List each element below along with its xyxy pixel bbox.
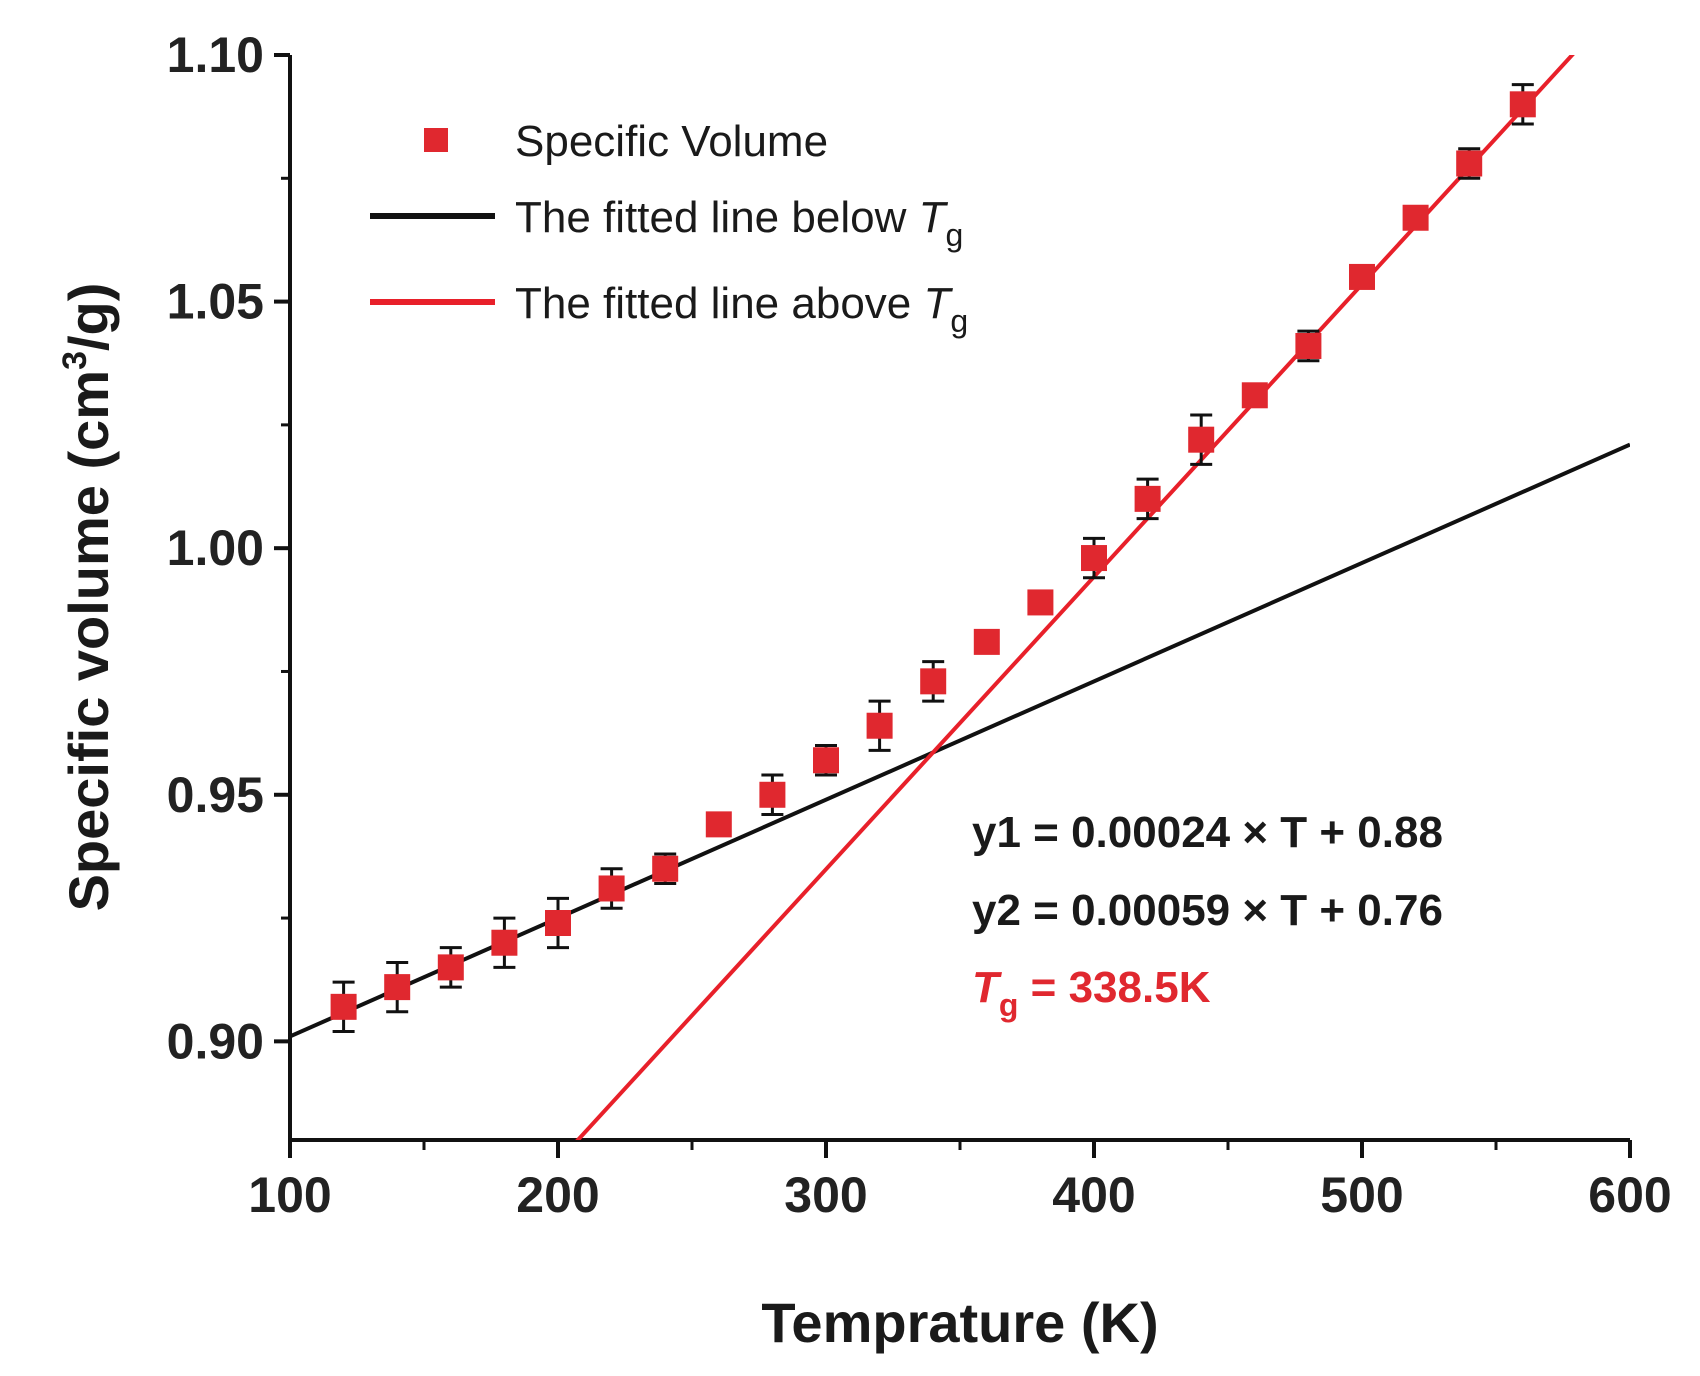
legend-below-sub: g xyxy=(945,217,963,253)
legend-above-italic: T xyxy=(923,279,953,328)
y-axis-title: Specific volume (cm3/g) xyxy=(56,283,120,912)
data-marker xyxy=(1295,332,1322,359)
data-point xyxy=(759,773,786,816)
x-tick-label: 400 xyxy=(1052,1167,1135,1223)
legend-marker-specific-volume xyxy=(424,128,448,152)
y-tick-label: 1.05 xyxy=(167,274,264,330)
data-point xyxy=(1349,263,1375,290)
data-point xyxy=(1134,477,1161,521)
data-marker xyxy=(652,855,679,882)
legend-label-above-tg: The fitted line above Tg xyxy=(515,279,968,339)
legend-below-text: The fitted line below xyxy=(515,193,919,242)
tg-value-annotation: Tg = 338.5K xyxy=(972,963,1211,1023)
data-point xyxy=(384,960,411,1014)
fit-lines xyxy=(290,55,1630,1140)
data-point xyxy=(437,946,464,989)
equation-y2: y2 = 0.00059 × T + 0.76 xyxy=(972,886,1443,935)
legend-label-specific-volume: Specific Volume xyxy=(515,117,828,166)
data-point xyxy=(866,699,893,752)
y-tick-label: 1.10 xyxy=(167,27,264,83)
equation-y1: y1 = 0.00024 × T + 0.88 xyxy=(972,808,1443,857)
fit-equations: y1 = 0.00024 × T + 0.88 y2 = 0.00059 × T… xyxy=(972,808,1443,1023)
data-points xyxy=(330,83,1536,1033)
data-marker xyxy=(866,712,893,739)
y-axis-ticks: 0.90 0.95 1.00 1.05 1.10 xyxy=(167,27,290,1069)
y-tick-label: 0.95 xyxy=(167,767,264,823)
data-point xyxy=(1509,83,1536,126)
data-marker xyxy=(1456,150,1483,177)
data-marker xyxy=(1188,426,1215,453)
x-axis-ticks: 100 200 300 400 500 600 xyxy=(248,1140,1672,1223)
x-tick-label: 300 xyxy=(784,1167,867,1223)
y-tick-label: 1.00 xyxy=(167,520,264,576)
data-point xyxy=(652,852,679,886)
y-axis-title-main: Specific volume (cm xyxy=(57,370,120,912)
data-marker xyxy=(384,974,411,1001)
data-marker xyxy=(920,668,947,695)
data-point xyxy=(813,743,839,777)
tg-annot-sub: g xyxy=(999,987,1019,1023)
data-point xyxy=(598,867,625,910)
tg-annot-value: = 338.5K xyxy=(1018,963,1210,1012)
data-point xyxy=(973,628,1000,655)
x-tick-label: 600 xyxy=(1588,1167,1671,1223)
data-point xyxy=(1081,536,1107,580)
legend: Specific Volume The fitted line below Tg… xyxy=(370,117,968,339)
data-point xyxy=(491,916,518,969)
legend-below-italic: T xyxy=(919,193,949,242)
legend-above-text: The fitted line above xyxy=(515,279,923,328)
data-point xyxy=(920,660,947,703)
plot-area xyxy=(290,55,1630,1140)
legend-label-below-tg: The fitted line below Tg xyxy=(515,193,963,253)
data-marker xyxy=(598,875,625,902)
fit-line-below-tg xyxy=(290,442,1630,1039)
y-axis-title-tail: /g) xyxy=(57,283,120,351)
data-marker xyxy=(1081,545,1107,572)
data-marker xyxy=(330,993,357,1020)
data-marker xyxy=(813,747,839,774)
data-marker xyxy=(437,954,464,981)
x-axis-title: Temprature (K) xyxy=(761,1291,1158,1354)
data-point xyxy=(330,980,357,1033)
x-tick-label: 100 xyxy=(248,1167,331,1223)
data-marker xyxy=(1509,91,1536,118)
data-marker xyxy=(973,628,1000,655)
tg-annot-italic: T xyxy=(972,963,1002,1012)
data-marker xyxy=(491,929,518,956)
data-marker xyxy=(545,910,571,936)
legend-above-sub: g xyxy=(950,303,968,339)
x-tick-label: 200 xyxy=(516,1167,599,1223)
y-tick-label: 0.90 xyxy=(167,1013,264,1069)
data-point xyxy=(545,896,571,950)
data-point xyxy=(1188,413,1215,466)
data-marker xyxy=(1134,485,1161,512)
data-point xyxy=(1456,147,1483,180)
x-tick-label: 500 xyxy=(1320,1167,1403,1223)
data-marker xyxy=(759,781,786,808)
data-point xyxy=(1241,382,1268,409)
data-point xyxy=(1295,329,1322,363)
data-point xyxy=(705,811,732,838)
data-marker xyxy=(1241,382,1268,409)
data-marker xyxy=(1402,204,1429,231)
data-point xyxy=(1402,204,1429,231)
data-point xyxy=(1027,589,1054,616)
data-marker xyxy=(705,811,732,838)
data-marker xyxy=(1027,589,1054,616)
data-marker xyxy=(1349,263,1375,290)
y-axis-title-sup: 3 xyxy=(56,351,94,370)
